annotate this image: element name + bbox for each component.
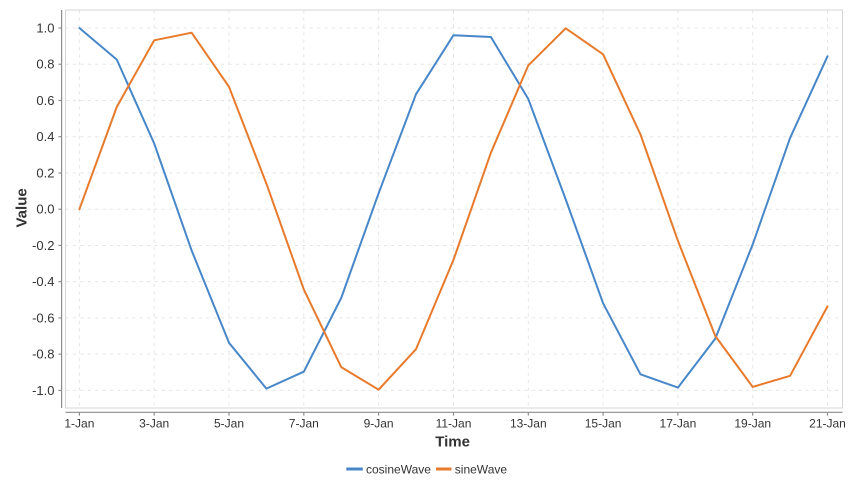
svg-text:0.2: 0.2: [36, 165, 54, 180]
svg-text:cosineWave: cosineWave: [366, 463, 431, 477]
svg-text:17-Jan: 17-Jan: [660, 417, 697, 431]
svg-text:-0.8: -0.8: [32, 347, 54, 362]
svg-text:0.6: 0.6: [36, 93, 54, 108]
svg-text:-1.0: -1.0: [32, 383, 54, 398]
svg-text:11-Jan: 11-Jan: [436, 417, 472, 431]
svg-text:3-Jan: 3-Jan: [139, 417, 169, 431]
svg-text:Value: Value: [14, 188, 31, 227]
svg-text:9-Jan: 9-Jan: [364, 417, 394, 431]
svg-text:19-Jan: 19-Jan: [734, 417, 771, 431]
svg-text:21-Jan: 21-Jan: [809, 417, 846, 431]
svg-text:15-Jan: 15-Jan: [585, 417, 622, 431]
svg-text:13-Jan: 13-Jan: [510, 417, 547, 431]
svg-text:1-Jan: 1-Jan: [64, 417, 94, 431]
svg-text:5-Jan: 5-Jan: [214, 417, 244, 431]
svg-text:Time: Time: [435, 434, 470, 451]
svg-text:1.0: 1.0: [36, 21, 54, 36]
svg-text:-0.4: -0.4: [32, 274, 54, 289]
svg-text:-0.6: -0.6: [32, 310, 54, 325]
svg-text:sineWave: sineWave: [455, 463, 508, 477]
svg-text:0.0: 0.0: [36, 202, 54, 217]
svg-text:0.8: 0.8: [36, 57, 54, 72]
svg-text:0.4: 0.4: [36, 129, 54, 144]
svg-text:-0.2: -0.2: [32, 238, 54, 253]
svg-text:7-Jan: 7-Jan: [289, 417, 319, 431]
